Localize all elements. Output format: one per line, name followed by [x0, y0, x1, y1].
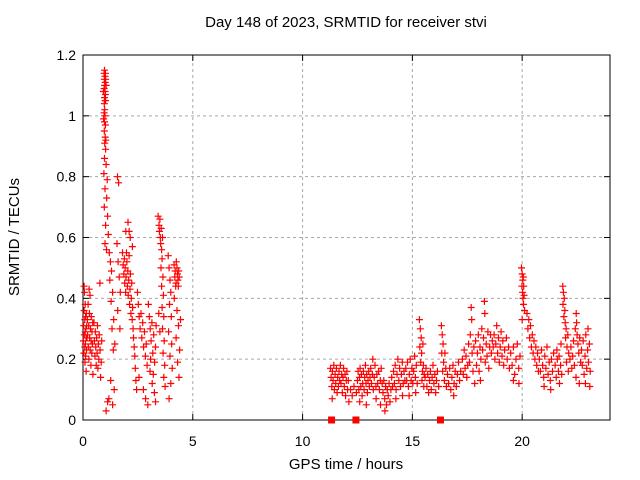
scatter-points-srmtid-values	[79, 66, 594, 415]
y-tick-label: 1.2	[57, 47, 77, 63]
x-tick-label: 10	[295, 433, 311, 449]
chart-title: Day 148 of 2023, SRMTID for receiver stv…	[205, 14, 487, 31]
y-tick-label: 1	[68, 108, 76, 124]
plot-area: 0 5 10 15 20 0 0.2 0.4 0.6 0.8 1 1.2	[57, 47, 611, 449]
x-tick-label: 20	[514, 433, 530, 449]
y-tick-label: 0.8	[57, 169, 77, 185]
x-tick-label: 5	[189, 433, 197, 449]
x-axis-label: GPS time / hours	[289, 456, 403, 473]
y-axis-label: SRMTID / TECUs	[6, 178, 23, 296]
x-tick-label: 0	[79, 433, 87, 449]
square-marker-zero-flags	[352, 416, 360, 424]
x-tick-label: 15	[405, 433, 421, 449]
y-tick-label: 0.4	[57, 290, 77, 306]
square-marker-zero-flags	[436, 416, 444, 424]
square-marker-zero-flags	[328, 416, 336, 424]
y-tick-label: 0.6	[57, 230, 77, 246]
y-tick-label: 0.2	[57, 351, 77, 367]
y-tick-label: 0	[68, 412, 76, 428]
